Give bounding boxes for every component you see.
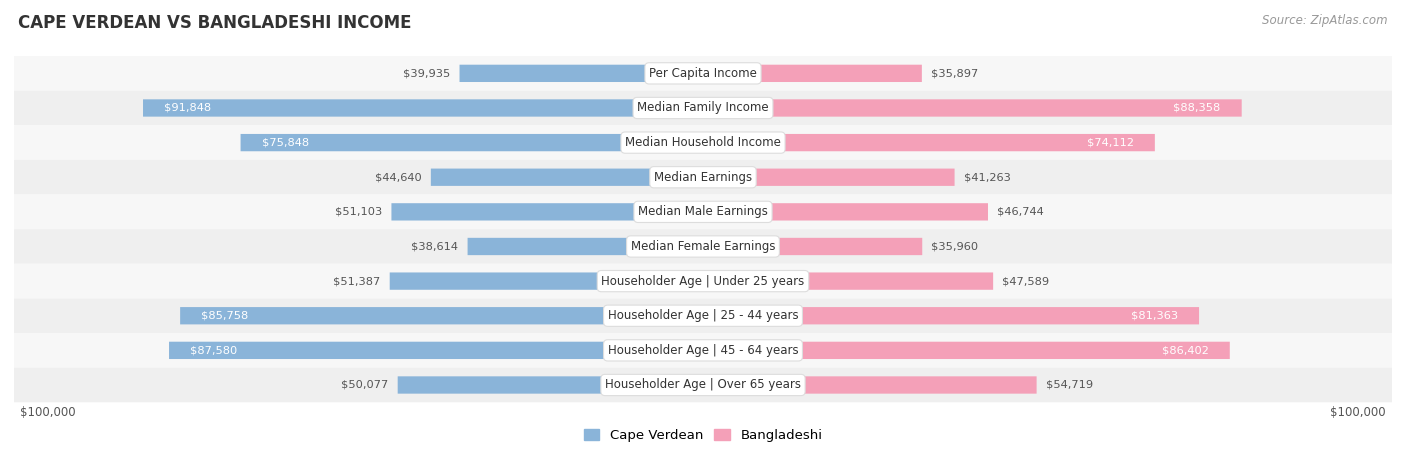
Text: Householder Age | 25 - 44 years: Householder Age | 25 - 44 years xyxy=(607,309,799,322)
FancyBboxPatch shape xyxy=(14,195,1392,229)
FancyBboxPatch shape xyxy=(240,134,703,151)
FancyBboxPatch shape xyxy=(703,203,988,220)
FancyBboxPatch shape xyxy=(14,264,1392,298)
Text: Householder Age | Over 65 years: Householder Age | Over 65 years xyxy=(605,378,801,391)
FancyBboxPatch shape xyxy=(398,376,703,394)
FancyBboxPatch shape xyxy=(703,99,1241,117)
FancyBboxPatch shape xyxy=(703,376,1036,394)
Text: $74,112: $74,112 xyxy=(1087,138,1133,148)
FancyBboxPatch shape xyxy=(703,65,922,82)
Text: $46,744: $46,744 xyxy=(997,207,1043,217)
FancyBboxPatch shape xyxy=(703,342,1230,359)
FancyBboxPatch shape xyxy=(14,56,1392,91)
Text: $47,589: $47,589 xyxy=(1002,276,1049,286)
Text: Median Male Earnings: Median Male Earnings xyxy=(638,205,768,219)
Text: Householder Age | 45 - 64 years: Householder Age | 45 - 64 years xyxy=(607,344,799,357)
FancyBboxPatch shape xyxy=(703,238,922,255)
Text: $87,580: $87,580 xyxy=(190,346,238,355)
Text: Median Female Earnings: Median Female Earnings xyxy=(631,240,775,253)
Text: $88,358: $88,358 xyxy=(1173,103,1220,113)
Legend: Cape Verdean, Bangladeshi: Cape Verdean, Bangladeshi xyxy=(578,424,828,447)
Text: $41,263: $41,263 xyxy=(963,172,1011,182)
Text: $51,387: $51,387 xyxy=(333,276,381,286)
Text: $51,103: $51,103 xyxy=(335,207,382,217)
FancyBboxPatch shape xyxy=(460,65,703,82)
Text: Per Capita Income: Per Capita Income xyxy=(650,67,756,80)
FancyBboxPatch shape xyxy=(14,229,1392,264)
FancyBboxPatch shape xyxy=(430,169,703,186)
Text: Source: ZipAtlas.com: Source: ZipAtlas.com xyxy=(1263,14,1388,27)
Text: $85,758: $85,758 xyxy=(201,311,249,321)
Text: $86,402: $86,402 xyxy=(1161,346,1208,355)
Text: $35,960: $35,960 xyxy=(931,241,979,252)
Text: CAPE VERDEAN VS BANGLADESHI INCOME: CAPE VERDEAN VS BANGLADESHI INCOME xyxy=(18,14,412,32)
FancyBboxPatch shape xyxy=(14,91,1392,125)
Text: Median Household Income: Median Household Income xyxy=(626,136,780,149)
FancyBboxPatch shape xyxy=(14,160,1392,195)
FancyBboxPatch shape xyxy=(391,203,703,220)
Text: $50,077: $50,077 xyxy=(342,380,388,390)
Text: Median Earnings: Median Earnings xyxy=(654,171,752,184)
FancyBboxPatch shape xyxy=(143,99,703,117)
FancyBboxPatch shape xyxy=(169,342,703,359)
Text: $39,935: $39,935 xyxy=(404,68,450,78)
Text: $91,848: $91,848 xyxy=(165,103,211,113)
Text: $100,000: $100,000 xyxy=(1330,406,1386,419)
FancyBboxPatch shape xyxy=(703,169,955,186)
Text: $38,614: $38,614 xyxy=(412,241,458,252)
FancyBboxPatch shape xyxy=(14,298,1392,333)
Text: Median Family Income: Median Family Income xyxy=(637,101,769,114)
FancyBboxPatch shape xyxy=(703,134,1154,151)
FancyBboxPatch shape xyxy=(703,272,993,290)
FancyBboxPatch shape xyxy=(180,307,703,325)
FancyBboxPatch shape xyxy=(14,333,1392,368)
Text: $81,363: $81,363 xyxy=(1130,311,1178,321)
Text: $100,000: $100,000 xyxy=(20,406,76,419)
Text: $35,897: $35,897 xyxy=(931,68,979,78)
FancyBboxPatch shape xyxy=(468,238,703,255)
FancyBboxPatch shape xyxy=(14,368,1392,402)
FancyBboxPatch shape xyxy=(14,125,1392,160)
Text: $54,719: $54,719 xyxy=(1046,380,1092,390)
Text: $75,848: $75,848 xyxy=(262,138,309,148)
FancyBboxPatch shape xyxy=(389,272,703,290)
Text: Householder Age | Under 25 years: Householder Age | Under 25 years xyxy=(602,275,804,288)
FancyBboxPatch shape xyxy=(703,307,1199,325)
Text: $44,640: $44,640 xyxy=(375,172,422,182)
